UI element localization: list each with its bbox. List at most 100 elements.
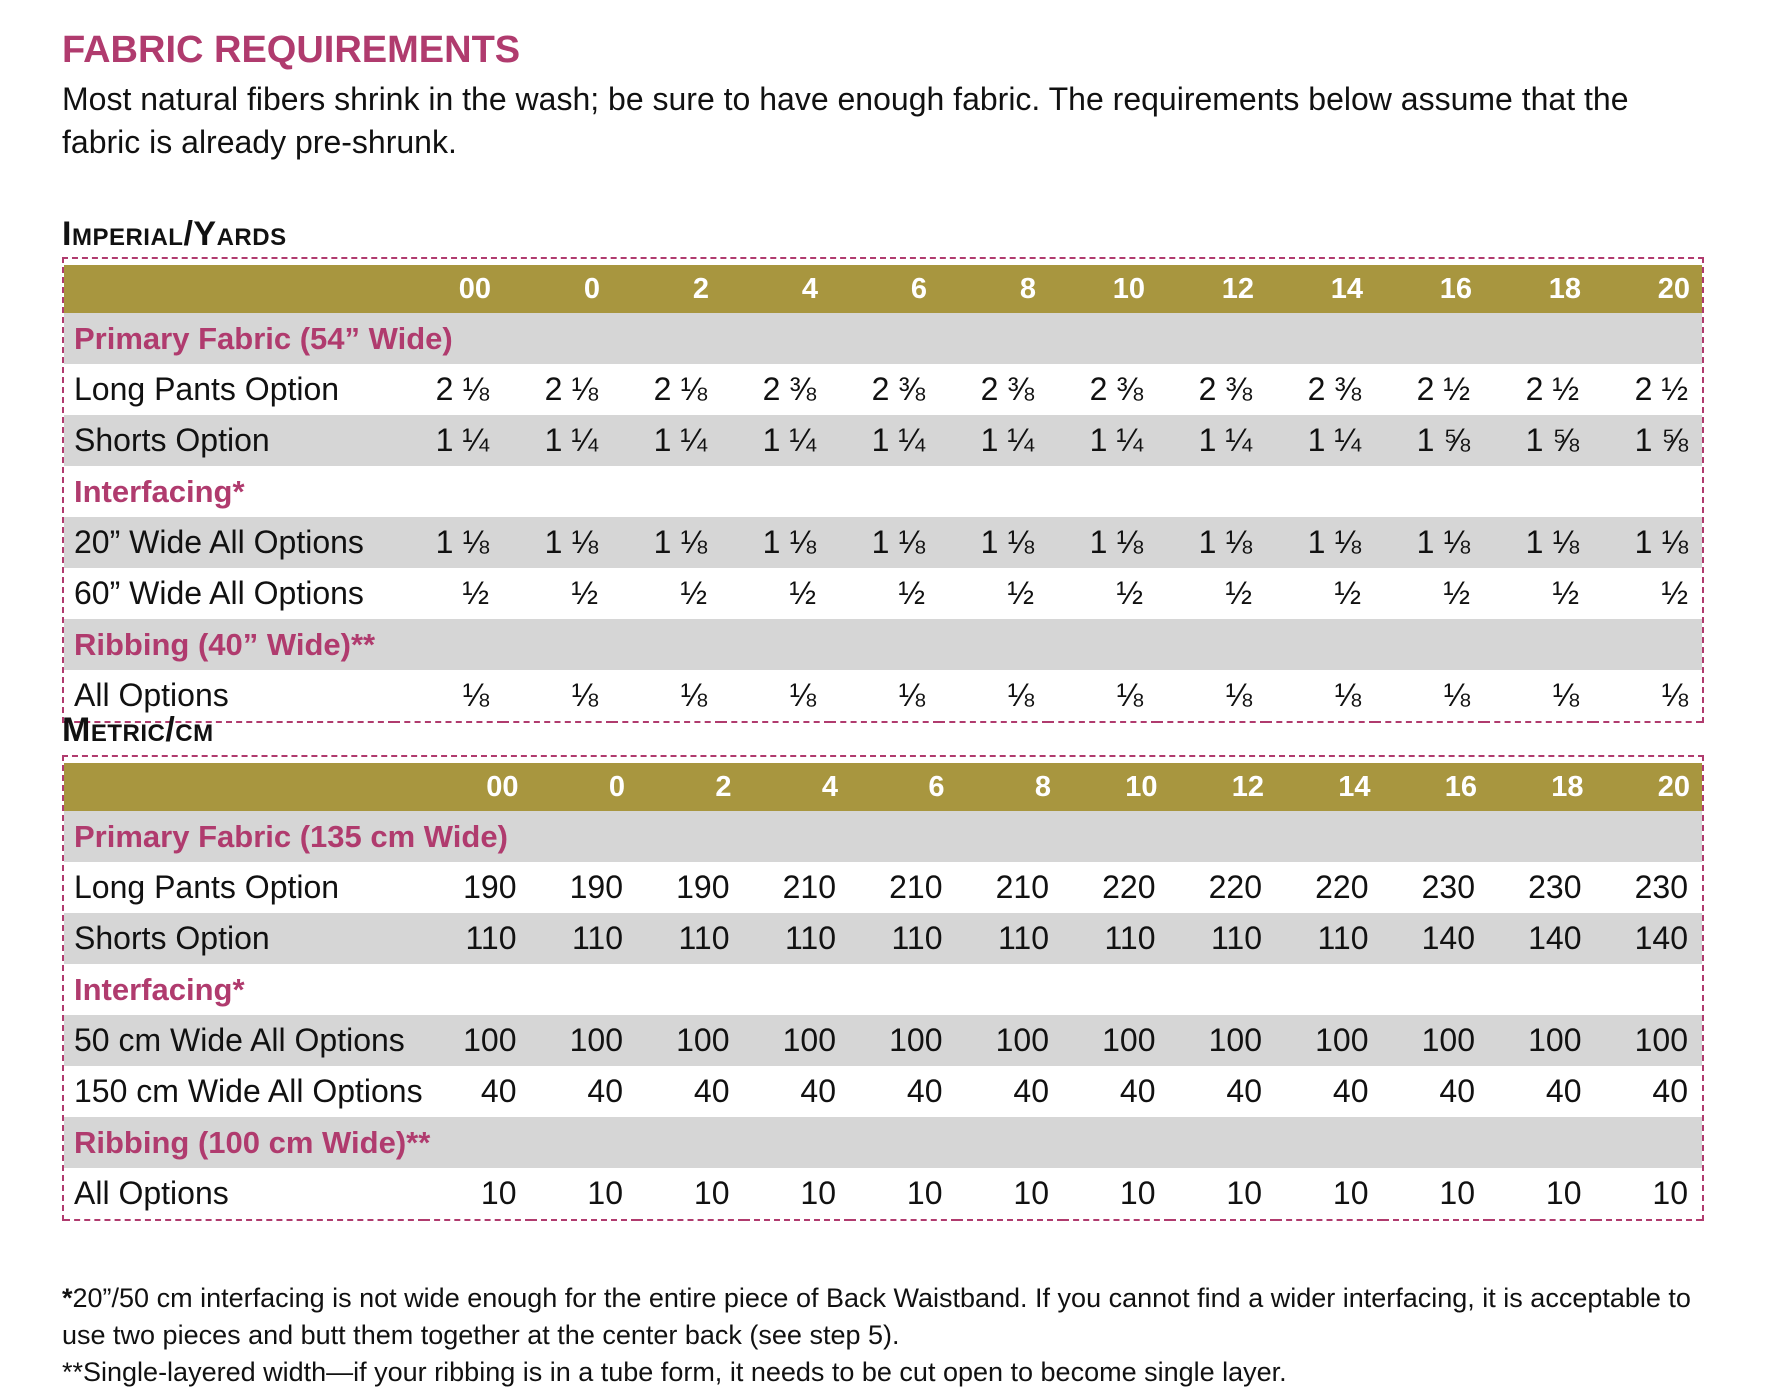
table-cell: 2 ⅜	[1198, 371, 1252, 407]
table-cell: 40	[1652, 1073, 1688, 1109]
row-label: All Options	[64, 670, 394, 723]
size-header: 20	[1593, 265, 1702, 313]
group-label: Interfacing*	[74, 473, 245, 509]
table-cell: 100	[1276, 1015, 1383, 1066]
size-header: 10	[1063, 763, 1170, 811]
table-cell: 1 ¼	[1266, 415, 1375, 466]
table-row: All Options ⅛ ⅛ ⅛ ⅛ ⅛ ⅛ ⅛ ⅛ ⅛ ⅛ ⅛ ⅛	[64, 670, 1702, 723]
table-cell: 210	[889, 869, 943, 905]
table-cell: 1 ¼	[394, 415, 503, 466]
size-header: 18	[1484, 265, 1593, 313]
group-row: Interfacing*	[64, 964, 1702, 1015]
table-cell: 220	[1102, 869, 1156, 905]
size-header: 4	[743, 763, 850, 811]
table-cell: 1 ¼	[721, 415, 830, 466]
table-cell: ⅛	[1375, 670, 1484, 723]
group-label: Primary Fabric (54” Wide)	[64, 313, 1702, 364]
fabric-requirements-page: FABRIC REQUIREMENTS Most natural fibers …	[62, 22, 1712, 1387]
page-title: FABRIC REQUIREMENTS	[62, 29, 521, 71]
size-header: 14	[1266, 265, 1375, 313]
table-cell: ⅛	[1157, 670, 1266, 723]
table-cell: 110	[1276, 913, 1383, 964]
table-cell: 10	[1063, 1168, 1170, 1221]
table-cell: 110	[530, 913, 637, 964]
group-label: Ribbing (40” Wide)**	[64, 619, 1702, 670]
metric-table: 00 0 2 4 6 8 10 12 14 16 18 20 Primary Fabric (135 …	[64, 763, 1702, 1221]
table-cell: ½	[1334, 575, 1361, 611]
table-cell: 220	[1208, 869, 1262, 905]
table-cell: 1 ⅛	[1484, 517, 1593, 568]
table-cell: 2 ⅜	[1307, 371, 1361, 407]
table-row: Shorts Option 110 110 110 110 110 110 110 110 110…	[64, 913, 1702, 964]
size-header: 20	[1595, 763, 1702, 811]
table-cell: ⅛	[721, 670, 830, 723]
table-cell: 10	[850, 1168, 957, 1221]
size-header: 4	[721, 265, 830, 313]
table-cell: 2 ⅜	[1089, 371, 1143, 407]
table-cell: 140	[1595, 913, 1702, 964]
size-header: 00	[394, 265, 503, 313]
table-cell: 190	[463, 869, 517, 905]
group-row: Ribbing (100 cm Wide)**	[64, 1117, 1702, 1168]
size-header-row: 00 0 2 4 6 8 10 12 14 16 18 20	[64, 763, 1702, 811]
table-cell: ⅛	[1266, 670, 1375, 723]
table-cell: ½	[1661, 575, 1688, 611]
group-label: Ribbing (100 cm Wide)**	[64, 1117, 1702, 1168]
table-cell: 1 ⅛	[1157, 517, 1266, 568]
table-cell: 1 ⅝	[1593, 415, 1702, 466]
table-cell: 1 ⅛	[1048, 517, 1157, 568]
imperial-table-frame: 00 0 2 4 6 8 10 12 14 16 18 20 Primary Fabric (54” …	[62, 257, 1704, 723]
table-cell: 2 ½	[1634, 371, 1688, 407]
row-label: 50 cm Wide All Options	[64, 1015, 424, 1066]
imperial-heading: Imperial/Yards	[62, 215, 287, 253]
table-row: Long Pants Option 190 190 190 210 210 210 220 22…	[64, 862, 1702, 913]
table-cell: 1 ¼	[1157, 415, 1266, 466]
table-cell: 110	[850, 913, 957, 964]
table-row: 50 cm Wide All Options 100 100 100 100 100 100…	[64, 1015, 1702, 1066]
table-cell: 210	[995, 869, 1049, 905]
group-row: Ribbing (40” Wide)**	[64, 619, 1702, 670]
table-cell: 2 ½	[1525, 371, 1579, 407]
table-cell: 1 ⅛	[612, 517, 721, 568]
table-cell: 100	[637, 1015, 744, 1066]
table-cell: 230	[1528, 869, 1582, 905]
row-label: Long Pants Option	[74, 371, 340, 407]
table-cell: ⅛	[394, 670, 503, 723]
table-cell: 10	[1489, 1168, 1596, 1221]
table-cell: 10	[743, 1168, 850, 1221]
table-cell: 40	[1439, 1073, 1475, 1109]
header-corner	[64, 763, 424, 811]
table-cell: ½	[1225, 575, 1252, 611]
table-cell: 40	[1119, 1073, 1156, 1109]
row-label: Long Pants Option	[74, 869, 340, 905]
table-cell: ½	[571, 575, 598, 611]
size-header: 8	[956, 763, 1063, 811]
row-label: 150 cm Wide All Options	[74, 1073, 423, 1109]
table-cell: 1 ¼	[939, 415, 1048, 466]
size-header: 0	[503, 265, 612, 313]
table-cell: 190	[569, 869, 623, 905]
table-cell: 2 ⅜	[871, 371, 925, 407]
footnotes: *20”/50 cm interfacing is not wide enoug…	[62, 1280, 1712, 1391]
table-cell: 10	[956, 1168, 1063, 1221]
footnote-star: *	[62, 1283, 73, 1313]
table-cell: 110	[1169, 913, 1276, 964]
table-cell: 2 ⅛	[435, 371, 489, 407]
size-header: 8	[939, 265, 1048, 313]
table-cell: 40	[480, 1073, 517, 1109]
table-cell: 1 ⅛	[1593, 517, 1702, 568]
table-cell: 220	[1315, 869, 1369, 905]
group-row: Primary Fabric (135 cm Wide)	[64, 811, 1702, 862]
table-cell: 10	[424, 1168, 531, 1221]
footnote-ribbing: **Single-layered width—if your ribbing i…	[62, 1357, 1287, 1387]
table-cell: ½	[1116, 575, 1143, 611]
table-cell: 100	[743, 1015, 850, 1066]
table-cell: 1 ⅛	[1375, 517, 1484, 568]
table-cell: ½	[1552, 575, 1579, 611]
table-cell: 40	[800, 1073, 836, 1109]
size-header: 6	[850, 763, 957, 811]
table-cell: ⅛	[503, 670, 612, 723]
table-cell: 100	[1595, 1015, 1702, 1066]
table-cell: 40	[587, 1073, 623, 1109]
header-corner	[64, 265, 394, 313]
